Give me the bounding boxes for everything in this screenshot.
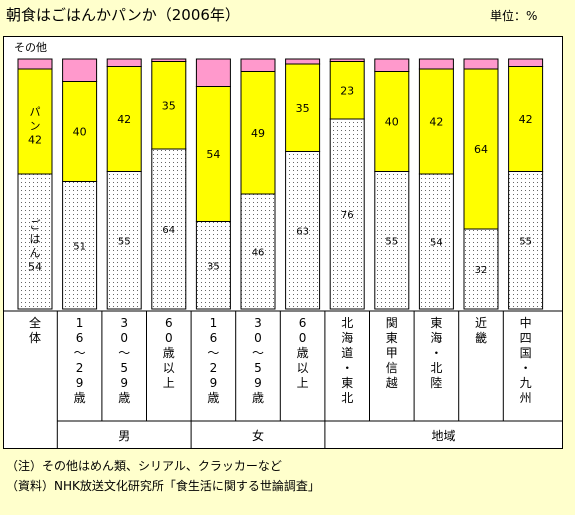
data-label: 54 <box>430 238 443 249</box>
data-label: 40 <box>385 116 399 129</box>
bar-segment-bread <box>418 68 454 175</box>
group-label: 女 <box>252 428 264 443</box>
bar-segment-bread <box>62 81 98 182</box>
bar-segment-other <box>418 58 454 70</box>
bar-segment-bread <box>195 86 231 222</box>
category-label: 6 0 歳以上 <box>297 316 309 390</box>
note-source: （資料）NHK放送文化研究所「食生活に関する世論調査」 <box>6 479 320 493</box>
category-label: 3 0 〜 5 9 歳 <box>252 316 264 405</box>
data-label: 40 <box>73 126 87 139</box>
data-label: 54 <box>28 261 42 274</box>
data-label: 35 <box>207 261 220 272</box>
category-label: 6 0 歳以上 <box>163 316 175 390</box>
category-label: 全体 <box>29 315 41 345</box>
category-label: 3 0 〜 5 9 歳 <box>118 316 130 405</box>
data-label: 64 <box>474 143 488 156</box>
bar-segment-rice <box>418 173 454 310</box>
category-label: 1 6 〜 2 9 歳 <box>207 316 219 405</box>
stacked-bar-chart: その他ごはん54パン425140554264353554464963357623… <box>4 41 562 448</box>
bar-segment-rice <box>508 171 544 310</box>
bar-segment-other <box>508 58 544 67</box>
category-label: 東海・北陸 <box>430 316 442 390</box>
data-label: 51 <box>73 241 86 252</box>
bar-segment-other <box>463 58 499 70</box>
data-label: 42 <box>429 116 443 129</box>
group-label: 男 <box>118 429 130 443</box>
category-label: 北海道・東北 <box>341 316 353 405</box>
data-label: 64 <box>162 225 175 236</box>
bar-segment-bread <box>240 71 276 195</box>
chart-title: 朝食はごはんかパンか（2006年） <box>6 6 240 24</box>
bar-segment-other <box>285 58 321 65</box>
bar-segment-other <box>374 58 410 72</box>
data-label: 63 <box>296 226 309 237</box>
bar-segment-rice <box>195 221 231 310</box>
category-label: 関東甲信越 <box>386 316 398 390</box>
unit-label: 単位：% <box>490 9 538 23</box>
group-label: 地域 <box>431 429 455 443</box>
data-label: 35 <box>296 102 310 115</box>
bar-segment-rice <box>374 171 410 310</box>
bar-segment-bread <box>374 71 410 172</box>
notes: （注）その他はめん類、シリアル、クラッカーなど （資料）NHK放送文化研究所「食… <box>6 456 320 496</box>
data-label: 42 <box>28 134 42 147</box>
data-label: 35 <box>162 99 176 112</box>
data-label: 55 <box>385 236 398 247</box>
bar-segment-bread <box>106 66 142 172</box>
bar-segment-other <box>62 58 98 82</box>
bar-segment-rice <box>285 151 321 310</box>
data-label: 42 <box>117 113 131 126</box>
data-label: 32 <box>475 265 488 276</box>
bar-segment-rice <box>17 173 53 310</box>
data-label: 23 <box>340 84 354 97</box>
data-label: 55 <box>519 236 532 247</box>
category-label: 1 6 〜 2 9 歳 <box>74 316 86 405</box>
data-label: 49 <box>251 127 265 140</box>
bar-segment-bread <box>329 61 365 120</box>
series-name-label: ごはん <box>30 218 41 260</box>
note-remark: （注）その他はめん類、シリアル、クラッカーなど <box>6 459 282 473</box>
other-series-label: その他 <box>14 41 47 54</box>
bar-segment-other <box>329 58 365 62</box>
bar-segment-rice <box>329 118 365 310</box>
data-label: 76 <box>341 210 354 221</box>
bar-segment-other <box>106 58 142 67</box>
bar-segment-bread <box>17 68 53 175</box>
category-label: 中四国・九州 <box>520 315 532 405</box>
data-label: 55 <box>118 236 131 247</box>
bar-segment-other <box>17 58 53 70</box>
bar-segment-rice <box>463 228 499 310</box>
data-label: 42 <box>519 113 533 126</box>
bar-segment-other <box>240 58 276 72</box>
bar-segment-other <box>151 58 187 62</box>
bar-segment-bread <box>508 66 544 172</box>
bar-segment-other <box>195 58 231 87</box>
data-label: 46 <box>252 248 265 259</box>
chart-panel: その他 ごはん 54 パン 42 51 40 55 42 64 35 35 54 46 49 63 35 76 23… <box>3 36 563 449</box>
series-name-label: パン <box>30 106 41 133</box>
bar-segment-rice <box>106 171 142 310</box>
bar-segment-bread <box>151 61 187 150</box>
bar-segment-rice <box>240 193 276 310</box>
category-label: 近畿 <box>475 316 487 345</box>
bar-segment-rice <box>151 148 187 310</box>
data-label: 54 <box>206 148 220 161</box>
